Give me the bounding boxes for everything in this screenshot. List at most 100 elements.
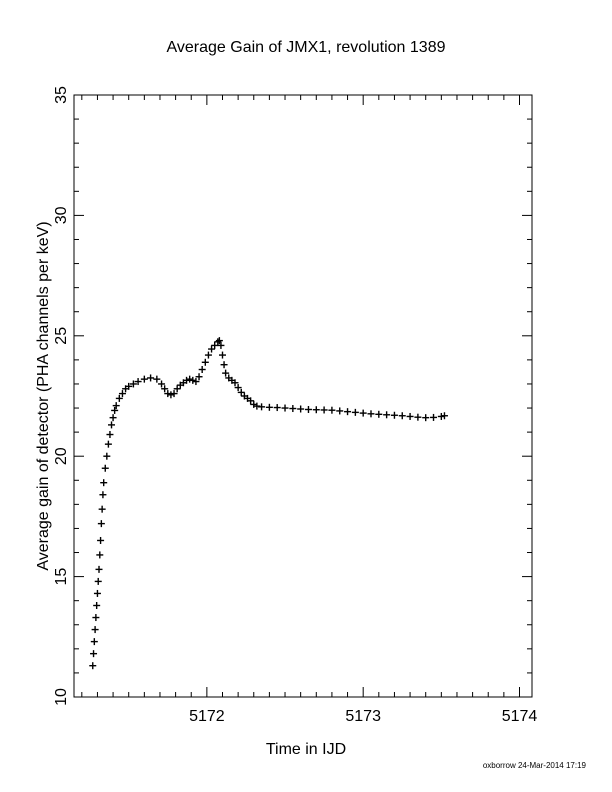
data-point — [93, 589, 101, 597]
tick-labels: 5172 5173 5174 10 15 20 25 30 35 — [53, 86, 537, 725]
data-point — [97, 520, 105, 528]
y-tick-label: 30 — [53, 206, 70, 224]
data-point — [100, 479, 108, 487]
data-point — [218, 351, 226, 359]
data-point — [167, 391, 175, 399]
data-point — [89, 662, 97, 670]
data-point — [440, 412, 448, 420]
data-point — [164, 390, 172, 398]
data-point — [253, 402, 261, 410]
data-point — [422, 414, 430, 422]
footer-stamp: oxborrow 24-Mar-2014 17:19 — [483, 761, 587, 770]
y-tick-label: 15 — [53, 568, 70, 586]
data-point — [153, 375, 161, 383]
data-point — [112, 402, 120, 410]
data-point — [414, 413, 422, 421]
data-point — [161, 385, 169, 393]
data-point — [304, 405, 312, 413]
data-point — [118, 390, 126, 398]
y-tick-label: 35 — [53, 86, 70, 104]
data-point — [183, 376, 191, 384]
data-point — [220, 361, 228, 369]
data-point — [115, 394, 123, 402]
data-point — [234, 384, 242, 392]
data-point — [359, 409, 367, 417]
data-point — [217, 341, 225, 349]
y-tick-label: 25 — [53, 327, 70, 345]
data-point — [95, 565, 103, 573]
data-point — [125, 382, 133, 390]
data-point — [93, 601, 101, 609]
data-point — [97, 536, 105, 544]
data-point — [237, 388, 245, 396]
data-point — [189, 376, 197, 384]
data-point — [111, 406, 119, 414]
data-point — [344, 408, 352, 416]
data-point — [328, 406, 336, 414]
data-point — [98, 505, 106, 513]
data-point — [94, 577, 102, 585]
data-point — [375, 410, 383, 418]
data-point — [195, 373, 203, 381]
x-tick-label: 5172 — [189, 708, 225, 725]
data-point — [96, 551, 104, 559]
data-point — [247, 397, 255, 405]
data-point — [398, 412, 406, 420]
data-points — [89, 337, 448, 670]
data-point — [192, 378, 200, 386]
data-point — [437, 412, 445, 420]
axis-ticks — [74, 94, 532, 698]
y-axis-label: Average gain of detector (PHA channels p… — [35, 221, 52, 570]
data-point — [201, 358, 209, 366]
data-point — [430, 413, 438, 421]
data-point — [214, 338, 222, 346]
data-point — [92, 614, 100, 622]
data-point — [211, 341, 219, 349]
data-point — [104, 440, 112, 448]
data-point — [312, 406, 320, 414]
data-point — [173, 385, 181, 393]
data-point — [91, 626, 99, 634]
data-point — [351, 408, 359, 416]
data-point — [186, 375, 194, 383]
data-point — [222, 369, 230, 377]
x-tick-label: 5173 — [345, 708, 381, 725]
chart-title: Average Gain of JMX1, revolution 1389 — [167, 39, 446, 56]
data-point — [215, 337, 223, 345]
data-point — [297, 405, 305, 413]
data-point — [289, 405, 297, 413]
data-point — [367, 410, 375, 418]
data-point — [90, 638, 98, 646]
data-point — [109, 414, 117, 422]
data-point — [198, 366, 206, 374]
data-point — [204, 351, 212, 359]
data-point — [390, 411, 398, 419]
data-point — [101, 464, 109, 472]
x-tick-label: 5174 — [502, 708, 538, 725]
x-axis-label: Time in IJD — [266, 741, 346, 758]
data-point — [336, 407, 344, 415]
data-point — [140, 375, 148, 383]
data-point — [90, 650, 98, 658]
data-point — [258, 403, 266, 411]
data-point — [108, 421, 116, 429]
data-point — [147, 374, 155, 382]
y-tick-label: 10 — [53, 688, 70, 706]
data-point — [170, 390, 178, 398]
data-point — [208, 345, 216, 353]
data-point — [281, 404, 289, 412]
data-point — [383, 411, 391, 419]
data-point — [265, 403, 273, 411]
data-point — [103, 452, 111, 460]
data-point — [158, 380, 166, 388]
data-point — [320, 406, 328, 414]
data-point — [273, 404, 281, 412]
data-point — [129, 380, 137, 388]
y-tick-label: 20 — [53, 447, 70, 465]
data-point — [99, 491, 107, 499]
data-point — [106, 431, 114, 439]
data-point — [231, 379, 239, 387]
plot-frame — [73, 94, 533, 698]
data-point — [406, 412, 414, 420]
